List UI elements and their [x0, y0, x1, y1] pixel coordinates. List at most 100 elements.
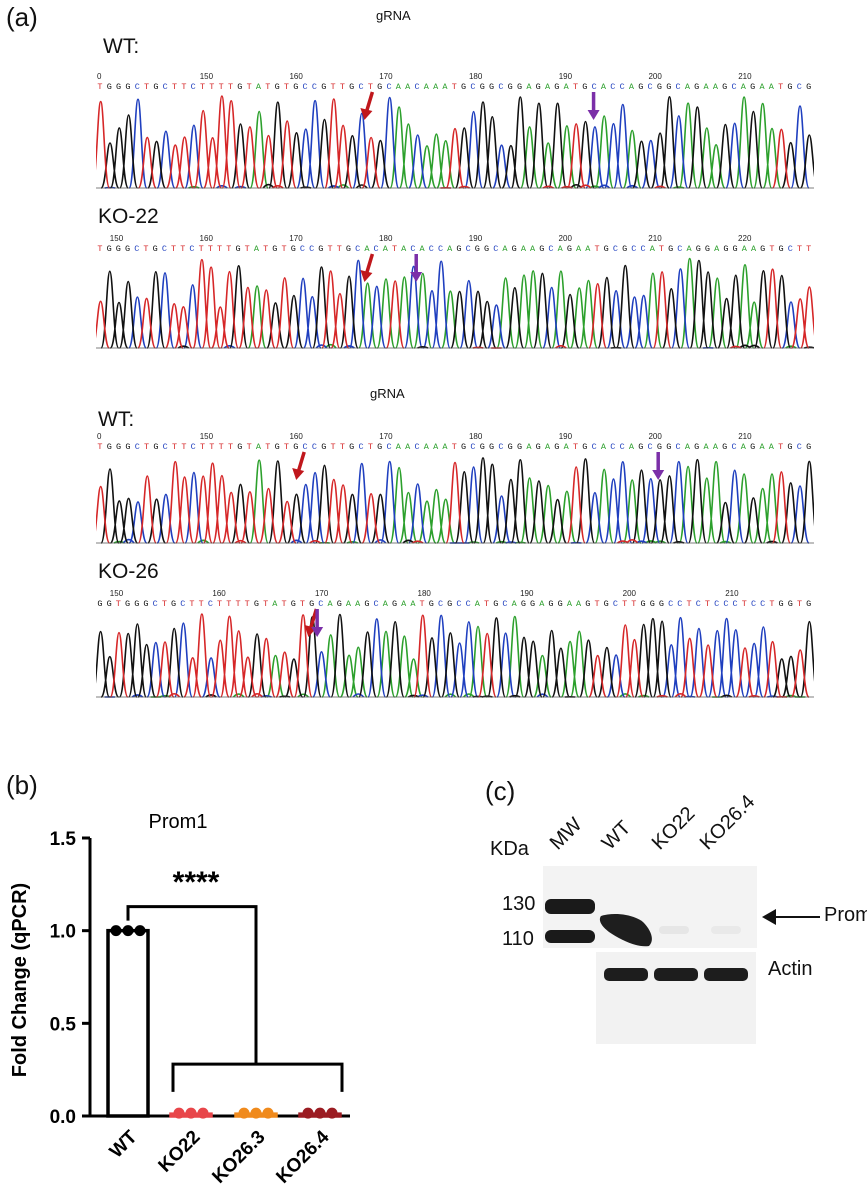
chrom-tick-label: 190 — [559, 432, 573, 441]
base-call: C — [502, 599, 507, 609]
base-call: G — [447, 599, 452, 609]
base-call: G — [536, 442, 541, 452]
base-call: C — [470, 442, 475, 452]
base-call: G — [349, 442, 354, 452]
base-call: C — [309, 244, 314, 254]
base-call: G — [548, 599, 553, 609]
red-arrow-icon — [292, 451, 306, 480]
base-call: T — [420, 599, 425, 609]
base-call: C — [610, 442, 615, 452]
base-call: T — [200, 442, 205, 452]
base-call: T — [769, 244, 774, 254]
base-call: C — [303, 82, 308, 92]
data-point — [173, 1107, 185, 1119]
base-call: A — [433, 442, 439, 452]
base-call: G — [254, 599, 259, 609]
base-call: C — [135, 82, 140, 92]
base-call: A — [328, 599, 334, 609]
base-call: T — [368, 82, 373, 92]
chrom-tick-label: 210 — [738, 432, 752, 441]
marker-110: 110 — [502, 928, 534, 950]
base-call: T — [594, 244, 599, 254]
chrom-trace-t — [96, 95, 791, 189]
base-call: C — [300, 244, 305, 254]
base-call: C — [456, 599, 461, 609]
base-call: T — [806, 244, 811, 254]
base-call: A — [601, 442, 607, 452]
base-call: A — [545, 442, 551, 452]
base-call: G — [134, 599, 139, 609]
prom1-band-ko22 — [659, 926, 689, 934]
prom1-arrowhead-icon — [762, 909, 776, 925]
significance-bracket — [126, 905, 258, 1065]
base-call: C — [731, 82, 736, 92]
chrom-tick-label: 190 — [520, 589, 534, 598]
y-tick-label: 0.5 — [50, 1014, 77, 1035]
base-call: G — [806, 599, 811, 609]
base-call: T — [340, 82, 345, 92]
base-call: T — [281, 244, 286, 254]
base-call: C — [620, 442, 625, 452]
chrom-trace-g — [100, 95, 814, 189]
base-call: A — [502, 244, 508, 254]
base-call: G — [377, 442, 382, 452]
base-call: T — [235, 599, 240, 609]
red-arrow-icon — [360, 91, 375, 120]
x-tick-label: WT — [106, 1126, 142, 1162]
base-call: T — [228, 442, 233, 452]
panel-b-label: (b) — [6, 770, 38, 800]
base-call: A — [629, 82, 635, 92]
chrom-tick-label: 170 — [379, 432, 393, 441]
data-point — [197, 1107, 209, 1119]
base-call: A — [759, 82, 765, 92]
base-call: C — [613, 244, 618, 254]
base-call: T — [659, 244, 664, 254]
base-call: A — [383, 244, 389, 254]
base-call: G — [484, 244, 489, 254]
trace-label-wt-2: WT: — [98, 408, 135, 431]
base-call: C — [498, 442, 503, 452]
base-call: T — [172, 442, 177, 452]
chromatogram-wt-2: 0 150 160 170 180 190 200 210 T G G G C T G C T T C T T T T G T A… — [96, 430, 814, 545]
base-call: A — [558, 244, 564, 254]
y-tick-label: 0.0 — [50, 1107, 76, 1128]
actin-band-ko22 — [654, 968, 698, 981]
base-call: C — [414, 442, 419, 452]
base-call: G — [585, 599, 590, 609]
base-call: T — [199, 244, 204, 254]
chrom-tick-label: 180 — [379, 234, 393, 243]
base-call: A — [401, 599, 407, 609]
base-call: C — [613, 599, 618, 609]
base-call: C — [134, 244, 139, 254]
base-call: T — [247, 442, 252, 452]
base-call: T — [200, 82, 205, 92]
trace-label-ko26: KO-26 — [98, 560, 159, 583]
prom1-blot — [543, 866, 757, 948]
base-call: C — [470, 82, 475, 92]
lane-label-mw: MW — [545, 813, 587, 855]
base-call: C — [303, 442, 308, 452]
base-call: G — [696, 244, 701, 254]
base-call: G — [107, 599, 112, 609]
purple-arrow-icon — [311, 609, 324, 637]
base-call: C — [358, 442, 363, 452]
base-call: G — [153, 442, 158, 452]
base-call: G — [750, 82, 755, 92]
base-call: T — [797, 244, 802, 254]
base-call: C — [723, 599, 728, 609]
base-call: A — [442, 442, 448, 452]
base-call: T — [247, 82, 252, 92]
kda-label: KDa — [490, 838, 529, 860]
prom1-bar-chart: Prom1 Fold Change (qPCR) 0.0 0.5 1.0 1.5 WT… — [9, 811, 350, 1188]
base-call: A — [256, 82, 262, 92]
base-call: A — [512, 599, 518, 609]
base-call: C — [466, 599, 471, 609]
base-call: T — [705, 599, 710, 609]
base-call: G — [666, 82, 671, 92]
base-call: G — [275, 442, 280, 452]
base-call: A — [521, 244, 527, 254]
chrom-tick-label: 210 — [725, 589, 739, 598]
base-call: G — [517, 442, 522, 452]
base-call: A — [704, 82, 710, 92]
base-call: T — [340, 442, 345, 452]
